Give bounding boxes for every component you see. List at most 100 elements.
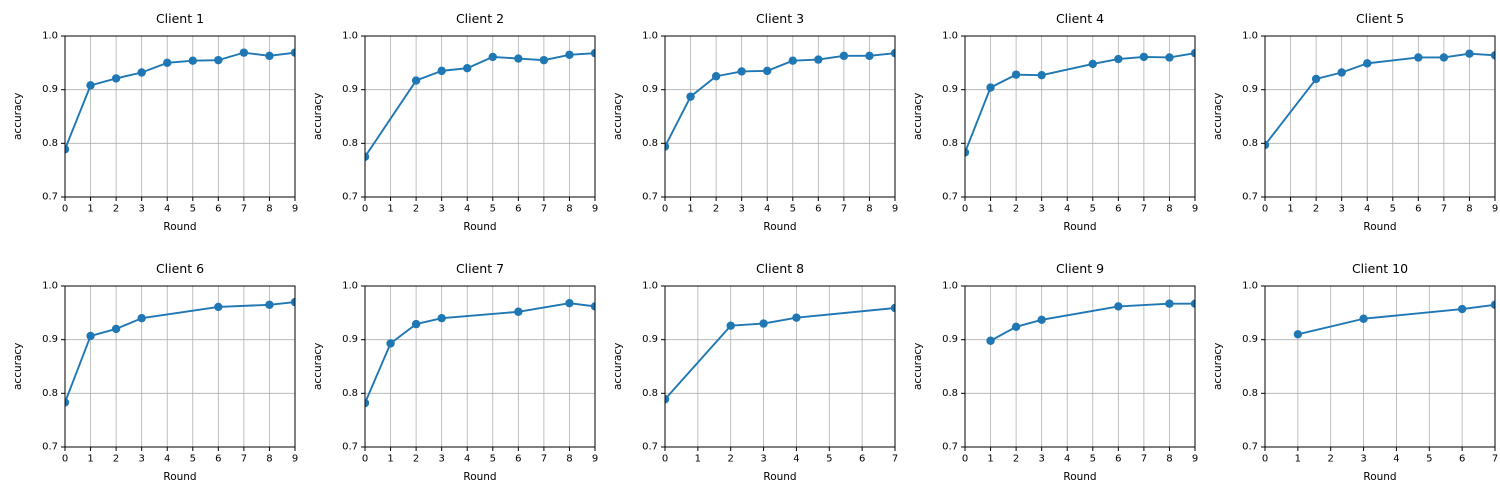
svg-text:7: 7 [241, 203, 247, 214]
chart-title: Client 1 [155, 11, 205, 26]
svg-text:2: 2 [1013, 203, 1019, 214]
svg-text:8: 8 [1166, 203, 1172, 214]
chart-title: Client 3 [755, 11, 805, 26]
x-axis-label: Round [763, 471, 797, 483]
svg-text:0.9: 0.9 [942, 84, 958, 95]
x-axis-label: Round [1363, 471, 1397, 483]
svg-text:3: 3 [138, 203, 144, 214]
svg-text:5: 5 [490, 203, 496, 214]
svg-text:0.7: 0.7 [342, 442, 358, 453]
svg-text:0.9: 0.9 [42, 334, 58, 345]
svg-text:0: 0 [1262, 203, 1268, 214]
svg-text:0.7: 0.7 [642, 192, 658, 203]
svg-text:0.9: 0.9 [1242, 334, 1258, 345]
svg-text:3: 3 [438, 453, 444, 464]
svg-text:8: 8 [266, 453, 272, 464]
chart-title: Client 10 [1351, 261, 1409, 276]
svg-text:8: 8 [566, 203, 572, 214]
svg-text:0.7: 0.7 [642, 442, 658, 453]
svg-text:4: 4 [1064, 453, 1070, 464]
svg-text:0.8: 0.8 [342, 388, 358, 399]
svg-text:4: 4 [464, 203, 470, 214]
client-4-line-chart: 0 1 2 3 4 5 6 7 8 9 0.7 0.8 0.9 1.0 [942, 31, 1198, 215]
chart-title: Client 8 [755, 261, 805, 276]
svg-text:1.0: 1.0 [642, 31, 658, 42]
subplot-client-3: Client 3 accuracy 0 1 2 3 4 5 6 7 8 9 0.7 0.8 0.9 1.0… [600, 0, 900, 250]
svg-text:4: 4 [1064, 203, 1070, 214]
client-8-line-chart: 0 1 2 3 4 5 6 7 0.7 0.8 0.9 1.0 [642, 281, 898, 465]
svg-text:9: 9 [292, 453, 298, 464]
client-9-line-chart: 0 1 2 3 4 5 6 7 8 9 0.7 0.8 0.9 1.0 [942, 281, 1198, 465]
svg-text:6: 6 [215, 203, 221, 214]
svg-text:5: 5 [826, 453, 832, 464]
svg-text:9: 9 [1492, 203, 1498, 214]
svg-text:3: 3 [760, 453, 766, 464]
chart-title: Client 5 [1355, 11, 1405, 26]
svg-text:3: 3 [1360, 453, 1366, 464]
svg-text:7: 7 [1492, 453, 1498, 464]
svg-text:0.7: 0.7 [942, 442, 958, 453]
svg-text:1: 1 [687, 203, 693, 214]
subplot-client-2: Client 2 accuracy 0 1 2 3 4 5 6 7 8 9 0.7 0.8 0.9 1.0… [300, 0, 600, 250]
svg-text:0: 0 [662, 453, 668, 464]
svg-text:0: 0 [1262, 453, 1268, 464]
subplot-client-6: Client 6 accuracy 0 1 2 3 4 5 6 7 8 9 0.7 0.8 0.9 1.0… [0, 250, 300, 500]
svg-text:9: 9 [592, 453, 598, 464]
svg-text:4: 4 [164, 203, 170, 214]
client-1-line-chart: 0 1 2 3 4 5 6 7 8 9 0.7 0.8 0.9 1.0 [42, 31, 298, 215]
svg-text:4: 4 [464, 453, 470, 464]
svg-text:9: 9 [892, 203, 898, 214]
svg-text:6: 6 [859, 453, 865, 464]
x-axis-label: Round [763, 221, 797, 233]
svg-text:0.7: 0.7 [942, 192, 958, 203]
svg-text:6: 6 [1115, 453, 1121, 464]
svg-text:1.0: 1.0 [1242, 31, 1258, 42]
subplot-client-7: Client 7 accuracy 0 1 2 3 4 5 6 7 8 9 0.7 0.8 0.9 1.0… [300, 250, 600, 500]
svg-text:2: 2 [713, 203, 719, 214]
svg-text:0.8: 0.8 [342, 138, 358, 149]
svg-text:8: 8 [566, 453, 572, 464]
svg-text:9: 9 [1192, 203, 1198, 214]
svg-text:1.0: 1.0 [42, 31, 58, 42]
svg-text:0.9: 0.9 [642, 334, 658, 345]
svg-text:3: 3 [1038, 203, 1044, 214]
svg-text:3: 3 [138, 453, 144, 464]
x-axis-label: Round [1063, 221, 1097, 233]
client-7-line-chart: 0 1 2 3 4 5 6 7 8 9 0.7 0.8 0.9 1.0 [342, 281, 598, 465]
x-axis-label: Round [463, 471, 497, 483]
svg-text:3: 3 [1038, 453, 1044, 464]
x-axis-label: Round [1363, 221, 1397, 233]
svg-text:0: 0 [662, 203, 668, 214]
svg-text:0.9: 0.9 [342, 334, 358, 345]
x-axis-label: Round [163, 221, 197, 233]
svg-text:5: 5 [1090, 203, 1096, 214]
svg-text:1: 1 [1287, 203, 1293, 214]
svg-text:7: 7 [892, 453, 898, 464]
svg-text:8: 8 [1166, 453, 1172, 464]
svg-text:1: 1 [695, 453, 701, 464]
x-axis-label: Round [463, 221, 497, 233]
svg-text:4: 4 [793, 453, 799, 464]
svg-text:1: 1 [87, 203, 93, 214]
svg-text:2: 2 [1013, 453, 1019, 464]
svg-text:8: 8 [1466, 203, 1472, 214]
svg-text:6: 6 [815, 203, 821, 214]
svg-text:5: 5 [1426, 453, 1432, 464]
chart-title: Client 9 [1055, 261, 1105, 276]
chart-title: Client 2 [455, 11, 505, 26]
svg-text:1.0: 1.0 [342, 31, 358, 42]
svg-text:0.8: 0.8 [642, 388, 658, 399]
svg-text:0.7: 0.7 [1242, 192, 1258, 203]
subplot-client-10: Client 10 accuracy 0 1 2 3 4 5 6 7 0.7 0.8 0.9 1.0 … [1200, 250, 1500, 500]
subplot-client-8: Client 8 accuracy 0 1 2 3 4 5 6 7 0.7 0.8 0.9 1.0 R… [600, 250, 900, 500]
svg-text:5: 5 [490, 453, 496, 464]
svg-text:6: 6 [515, 453, 521, 464]
svg-text:9: 9 [292, 203, 298, 214]
svg-text:2: 2 [1313, 203, 1319, 214]
svg-text:0.9: 0.9 [1242, 84, 1258, 95]
svg-text:1: 1 [987, 203, 993, 214]
svg-text:6: 6 [1115, 203, 1121, 214]
svg-text:0: 0 [962, 453, 968, 464]
svg-text:9: 9 [1192, 453, 1198, 464]
svg-text:1: 1 [987, 453, 993, 464]
